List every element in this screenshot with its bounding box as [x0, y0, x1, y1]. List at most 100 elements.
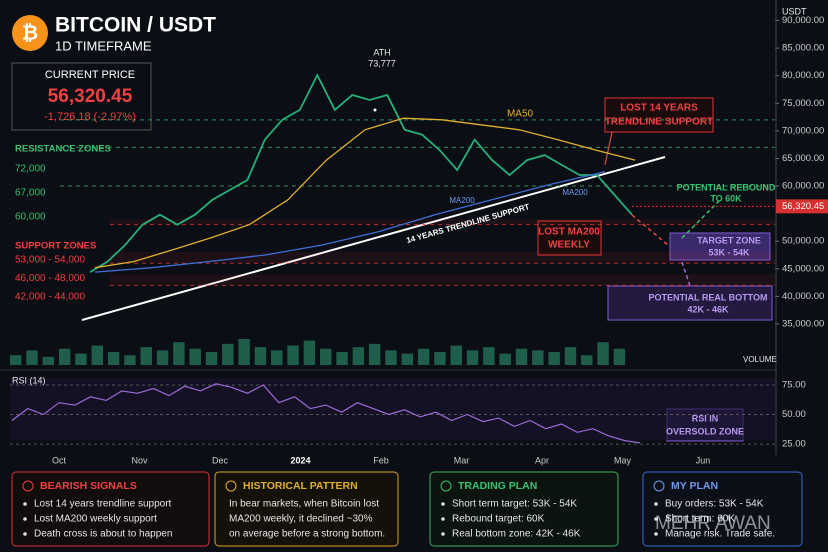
rsi-title: RSI (14): [12, 375, 46, 385]
x-tick-label: May: [614, 455, 632, 465]
card-item: MA200 weekly, it declined ~30%: [229, 514, 373, 525]
volume-bar: [564, 347, 577, 365]
volume-bar: [75, 353, 87, 365]
volume-bar: [205, 352, 218, 365]
resistance-label: 67,000: [15, 188, 46, 199]
volume-bar: [91, 345, 103, 365]
volume-bar: [287, 345, 299, 365]
volume-bar: [613, 348, 626, 365]
card-item: Manage risk. Trade safe.: [665, 529, 775, 540]
annotation: RSI IN: [692, 413, 719, 423]
axis-title: USDT: [782, 6, 807, 16]
annotation-box: [537, 220, 602, 256]
card-title: BEARISH SIGNALS: [40, 480, 137, 492]
x-tick-label: Mar: [454, 455, 470, 465]
volume-bar: [368, 343, 381, 365]
card-item: Short term: 60K: [665, 514, 735, 525]
bottom-zone: [607, 285, 773, 321]
arrow: [604, 131, 613, 166]
bullet: [654, 517, 658, 521]
price-tag: [776, 199, 828, 214]
card-icon: [440, 480, 452, 492]
ma-label: MA200: [449, 196, 475, 205]
support-zone: [110, 274, 775, 286]
card-icon: [653, 480, 665, 492]
y-tick-label: 80,000.00: [782, 70, 824, 81]
volume-bar: [336, 352, 348, 365]
bullet: [23, 532, 27, 536]
card-icon: [22, 480, 34, 492]
volume-bar: [581, 355, 593, 365]
target-zone: [669, 232, 771, 261]
title: BITCOIN / USDT: [55, 14, 216, 37]
volume-bar: [483, 347, 495, 365]
x-tick-label: Dec: [212, 455, 229, 465]
annotation: TRENDLINE SUPPORT: [605, 117, 713, 128]
annotation: LOST MA200: [538, 227, 600, 238]
support-zone: [110, 219, 775, 225]
ma-label: MA50: [507, 109, 534, 120]
volume-bar: [548, 352, 560, 365]
volume-bar: [515, 348, 528, 365]
bullet: [23, 517, 27, 521]
bullet: [654, 532, 658, 536]
volume-bar: [42, 356, 55, 365]
card-item: Buy orders: 53K - 54K: [665, 499, 764, 510]
volume-bar: [254, 347, 267, 365]
volume-bar: [597, 342, 609, 365]
card-item: Lost MA200 weekly support: [34, 514, 157, 525]
card: [642, 471, 803, 547]
arrow: [681, 261, 691, 287]
resistance-label: 60,000: [15, 212, 46, 223]
volume-bar: [466, 350, 479, 365]
volume-bar: [156, 350, 169, 365]
y-tick-label: 25.00: [782, 439, 806, 450]
annotation: 53K - 54K: [708, 247, 750, 257]
watermark: MEHR AWAN: [655, 513, 771, 534]
x-tick-label: Oct: [52, 455, 67, 465]
card-item: on average before a strong bottom.: [229, 529, 385, 540]
card-item: Lost 14 years trendline support: [34, 499, 172, 510]
y-tick-label: 40,000.00: [782, 291, 824, 302]
bitcoin-icon: [12, 15, 48, 51]
card-item: Rebound target: 60K: [452, 514, 545, 525]
x-tick-label: Feb: [373, 455, 389, 465]
volume-bar: [10, 355, 22, 365]
y-tick-label: 65,000.00: [782, 153, 824, 164]
volume-bar: [499, 353, 511, 365]
volume-bar: [189, 348, 201, 365]
annotation: TARGET ZONE: [697, 235, 761, 245]
volume-bar: [26, 350, 38, 365]
ath-marker: [373, 108, 377, 112]
x-tick-label: Apr: [535, 455, 549, 465]
y-tick-label: 45,000.00: [782, 263, 824, 274]
card-title: TRADING PLAN: [458, 480, 537, 492]
card-title: HISTORICAL PATTERN: [243, 480, 358, 492]
bullet: [441, 532, 445, 536]
ma-label: MA200: [562, 188, 588, 197]
volume-bar: [450, 345, 462, 365]
annotation: OVERSOLD ZONE: [666, 426, 744, 436]
bullet: [441, 502, 445, 506]
ath-label: ATH: [373, 47, 390, 57]
y-tick-label: 70,000.00: [782, 125, 824, 136]
y-tick-label: 75,000.00: [782, 98, 824, 109]
y-tick-label: 60,000.00: [782, 181, 824, 192]
volume-bar: [352, 347, 365, 365]
volume-bar: [320, 348, 332, 365]
volume-bar: [238, 339, 250, 365]
current-price: 56,320.45: [48, 86, 133, 107]
card: [11, 471, 210, 547]
support-label: 53,000 - 54,000: [15, 255, 85, 266]
card: [429, 471, 619, 547]
price-tag-label: 56,320.45: [782, 201, 824, 212]
annotation: TO 60K: [710, 193, 742, 203]
annotation: POTENTIAL REBOUND: [677, 182, 776, 192]
bitcoin-symbol: ₿: [22, 22, 38, 44]
ath-value: 73,777: [368, 58, 396, 68]
rsi-line: [11, 383, 641, 444]
card-item: Death cross is about to happen: [34, 529, 172, 540]
ma-line: [94, 171, 606, 273]
card-item: Short term target: 53K - 54K: [452, 499, 577, 510]
